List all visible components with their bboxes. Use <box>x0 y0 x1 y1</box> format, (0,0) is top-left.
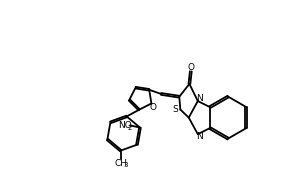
Text: 2: 2 <box>127 125 132 131</box>
Text: O: O <box>149 103 156 112</box>
Text: N: N <box>196 94 203 103</box>
Text: 3: 3 <box>123 162 128 169</box>
Text: CH: CH <box>114 159 127 168</box>
Text: S: S <box>173 105 178 114</box>
Text: O: O <box>187 63 194 72</box>
Text: N: N <box>196 132 203 142</box>
Text: NO: NO <box>118 121 132 130</box>
